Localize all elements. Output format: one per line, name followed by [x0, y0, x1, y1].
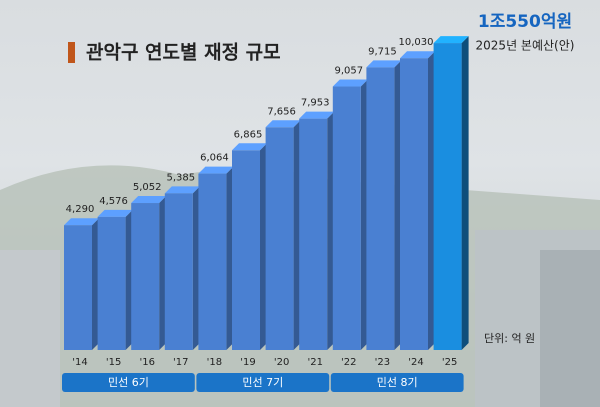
x-tick-label: '18	[207, 357, 222, 368]
bar	[366, 67, 395, 350]
bar-side	[192, 186, 200, 350]
bar-top	[97, 209, 133, 217]
x-tick-label: '24	[408, 357, 423, 368]
bar	[299, 118, 328, 350]
title-marker	[68, 42, 75, 63]
bar-side	[327, 111, 335, 350]
bar-top	[198, 166, 234, 174]
unit-label: 단위: 억 원	[484, 332, 535, 345]
highlight-label: 1조550억원	[478, 12, 572, 32]
value-label: 7,656	[267, 106, 296, 117]
bar	[164, 193, 193, 350]
period-band	[196, 373, 330, 392]
bar-top	[299, 111, 335, 119]
x-tick-label: '22	[341, 357, 356, 368]
period-band	[330, 373, 464, 392]
bar-top	[265, 120, 301, 128]
bar-top	[400, 51, 435, 59]
value-label: 6,064	[200, 153, 229, 164]
x-tick-label: '20	[274, 357, 289, 368]
bar-side	[125, 209, 133, 350]
bar	[64, 225, 92, 350]
chart-title: 관악구 연도별 재정 규모	[86, 42, 281, 64]
value-label: 5,052	[133, 182, 162, 193]
x-tick-label: '14	[72, 357, 87, 368]
value-label: 4,290	[66, 204, 95, 215]
bar-top	[164, 186, 200, 194]
bar	[198, 173, 227, 350]
x-tick-label: '23	[375, 357, 390, 368]
value-label: 6,865	[234, 129, 263, 140]
x-tick-label: '19	[240, 357, 255, 368]
bar-side	[226, 166, 234, 350]
bar	[332, 86, 361, 351]
value-label: 9,057	[334, 66, 363, 77]
value-label: 5,385	[166, 172, 195, 183]
period-label: 민선 6기	[108, 376, 149, 389]
bar-top	[64, 218, 99, 226]
subtitle: 2025년 본예산(안)	[476, 39, 575, 53]
bar-side	[360, 79, 368, 351]
period-label: 민선 7기	[242, 376, 283, 389]
bar-top	[366, 60, 402, 68]
bar	[433, 43, 462, 350]
value-label: 4,576	[99, 196, 128, 207]
bar-top	[433, 36, 469, 44]
bar	[400, 58, 428, 351]
bar-side	[461, 36, 469, 350]
value-label: 7,953	[301, 98, 330, 109]
bar	[265, 127, 294, 350]
x-tick-label: '16	[139, 357, 154, 368]
building	[540, 250, 600, 407]
bar-top	[131, 196, 167, 204]
bar-top	[232, 143, 267, 151]
bar-side	[92, 218, 99, 350]
bar	[131, 203, 160, 350]
bar-top	[332, 79, 368, 87]
period-label: 민선 8기	[377, 376, 418, 389]
bar	[97, 216, 126, 350]
period-band	[62, 373, 195, 392]
value-label: 10,030	[399, 37, 434, 48]
bar-side	[428, 51, 435, 351]
bar	[232, 150, 260, 350]
bar-side	[159, 196, 167, 350]
x-tick-label: '25	[442, 357, 457, 368]
bar-side	[293, 120, 301, 350]
value-label: 9,715	[368, 46, 397, 57]
building	[0, 250, 60, 407]
bar-side	[260, 143, 267, 350]
bar-side	[394, 60, 402, 351]
x-tick-label: '15	[106, 357, 121, 368]
x-tick-label: '17	[173, 357, 188, 368]
x-tick-label: '21	[307, 357, 322, 368]
